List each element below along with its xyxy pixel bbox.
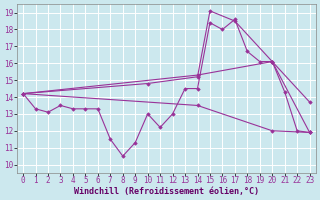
- X-axis label: Windchill (Refroidissement éolien,°C): Windchill (Refroidissement éolien,°C): [74, 187, 259, 196]
